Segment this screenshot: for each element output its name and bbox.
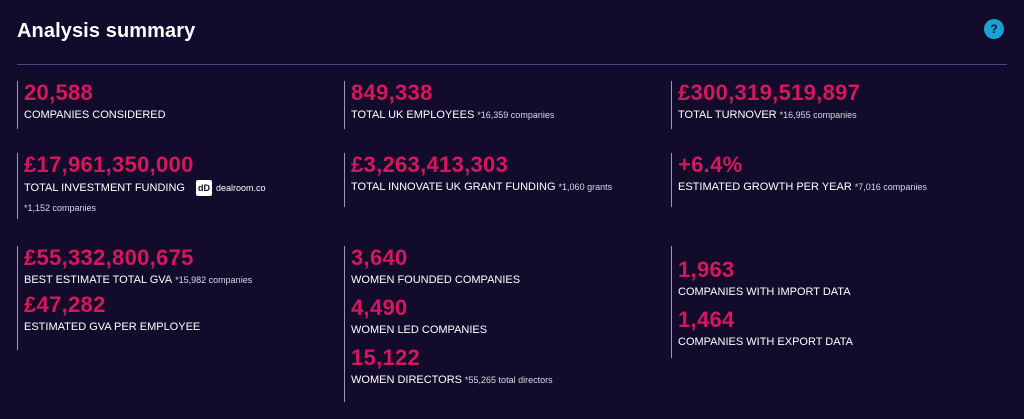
stat-label: BEST ESTIMATE TOTAL GVA *15,982 companies: [24, 273, 252, 287]
stat-grant: £3,263,413,303 TOTAL INNOVATE UK GRANT F…: [344, 153, 612, 207]
stat-label: COMPANIES CONSIDERED: [24, 109, 166, 121]
stat-label-text: WOMEN DIRECTORS: [351, 374, 463, 386]
stat-value: 4,490: [351, 295, 408, 320]
stat-note: *7,016 companies: [854, 182, 927, 192]
stat-label: TOTAL TURNOVER *16,955 companies: [678, 108, 860, 122]
stat-gva-per-employee: £47,282 ESTIMATED GVA PER EMPLOYEE: [24, 293, 252, 334]
stat-gva-group: £55,332,800,675 BEST ESTIMATE TOTAL GVA *…: [17, 246, 252, 350]
stat-value: £47,282: [24, 292, 106, 317]
stat-women-founded: 3,640 WOMEN FOUNDED COMPANIES: [351, 246, 553, 287]
stat-note: *16,955 companies: [779, 110, 857, 120]
stat-label: TOTAL UK EMPLOYEES *16,359 companies: [351, 108, 554, 122]
stat-label: WOMEN FOUNDED COMPANIES: [351, 274, 521, 286]
stat-value: £17,961,350,000: [24, 152, 194, 177]
stat-note: *15,982 companies: [175, 275, 253, 285]
stat-note: *1,152 companies: [24, 203, 97, 213]
page-title: Analysis summary: [17, 20, 196, 42]
stat-import: 1,963 COMPANIES WITH IMPORT DATA: [678, 258, 853, 299]
stat-label-text: TOTAL UK EMPLOYEES: [351, 109, 475, 121]
stat-investment: £17,961,350,000 TOTAL INVESTMENT FUNDING…: [17, 153, 266, 219]
help-icon[interactable]: ?: [984, 19, 1004, 39]
stat-women-led: 4,490 WOMEN LED COMPANIES: [351, 296, 553, 337]
stat-label: ESTIMATED GVA PER EMPLOYEE: [24, 321, 201, 333]
stat-label: TOTAL INVESTMENT FUNDING dD dealroom.co: [24, 180, 266, 196]
stat-value: 15,122: [351, 345, 421, 370]
stat-label-text: TOTAL INNOVATE UK GRANT FUNDING: [351, 181, 556, 193]
dealroom-logo[interactable]: dD dealroom.co: [196, 180, 266, 196]
stat-women-group: 3,640 WOMEN FOUNDED COMPANIES 4,490 WOME…: [344, 246, 553, 402]
stat-value: 20,588: [24, 80, 94, 105]
dealroom-icon: dD: [196, 180, 213, 196]
stat-label-text: BEST ESTIMATE TOTAL GVA: [24, 274, 173, 286]
stat-value: +6.4%: [678, 152, 743, 177]
stat-label: WOMEN DIRECTORS *55,265 total directors: [351, 373, 553, 387]
stat-trade-group: 1,963 COMPANIES WITH IMPORT DATA 1,464 C…: [671, 246, 853, 358]
stat-label-text: ESTIMATED GROWTH PER YEAR: [678, 181, 852, 193]
stat-label: WOMEN LED COMPANIES: [351, 324, 488, 336]
stat-export: 1,464 COMPANIES WITH EXPORT DATA: [678, 308, 853, 349]
stat-label-text: TOTAL TURNOVER: [678, 109, 777, 121]
stat-growth: +6.4% ESTIMATED GROWTH PER YEAR *7,016 co…: [671, 153, 927, 207]
stat-note: *16,359 companies: [477, 110, 555, 120]
stat-label: ESTIMATED GROWTH PER YEAR *7,016 companie…: [678, 180, 927, 194]
stat-label: COMPANIES WITH IMPORT DATA: [678, 286, 851, 298]
stat-women-directors: 15,122 WOMEN DIRECTORS *55,265 total dire…: [351, 346, 553, 387]
stat-value: £300,319,519,897: [678, 80, 861, 105]
header-divider: [17, 64, 1007, 65]
dealroom-logo-text: dealroom.co: [216, 183, 266, 193]
stat-note: *1,060 grants: [558, 182, 613, 192]
stat-label: COMPANIES WITH EXPORT DATA: [678, 336, 854, 348]
stat-value: 1,963: [678, 257, 735, 282]
stat-turnover: £300,319,519,897 TOTAL TURNOVER *16,955 c…: [671, 81, 860, 129]
stat-label: TOTAL INNOVATE UK GRANT FUNDING *1,060 gr…: [351, 180, 612, 194]
stat-value: £55,332,800,675: [24, 245, 194, 270]
stat-value: 849,338: [351, 80, 433, 105]
stat-value: £3,263,413,303: [351, 152, 509, 177]
stat-uk-employees: 849,338 TOTAL UK EMPLOYEES *16,359 compan…: [344, 81, 554, 129]
stat-value: 3,640: [351, 245, 408, 270]
stat-label-text: TOTAL INVESTMENT FUNDING: [24, 181, 185, 194]
stat-note: *55,265 total directors: [465, 375, 553, 385]
stat-companies: 20,588 COMPANIES CONSIDERED: [17, 81, 166, 129]
stat-gva-total: £55,332,800,675 BEST ESTIMATE TOTAL GVA *…: [24, 246, 252, 287]
stat-value: 1,464: [678, 307, 735, 332]
